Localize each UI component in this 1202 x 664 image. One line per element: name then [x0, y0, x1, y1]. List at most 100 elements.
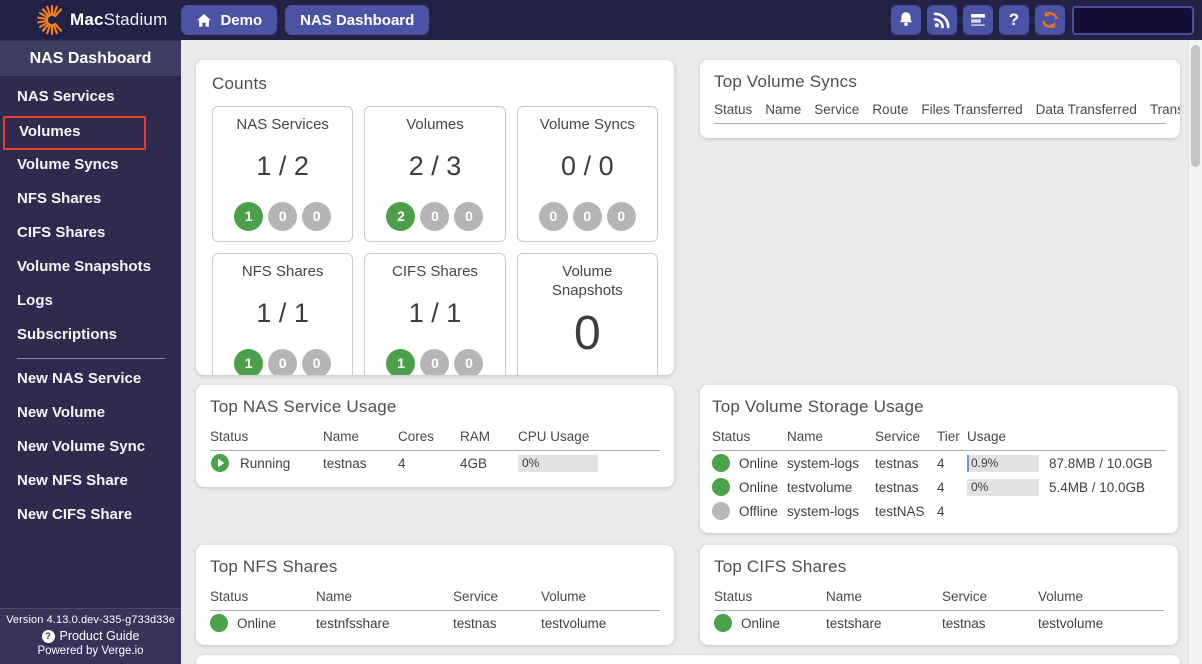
- service-cell: testNAS: [875, 503, 925, 519]
- powered-by-label: Powered by Verge.io: [37, 645, 144, 657]
- macstadium-logo: MacStadium: [36, 3, 167, 37]
- counts-card: Counts NAS Services 1 / 2 1 0 0 Volumes …: [196, 60, 674, 375]
- status-label: Online: [739, 455, 779, 471]
- top-cifs-shares-card: Top CIFS Shares Status Name Service Volu…: [700, 545, 1178, 645]
- name-cell: testnfsshare: [316, 615, 390, 631]
- top-bar: MacStadium Demo NAS Dashboard: [0, 0, 1202, 40]
- search-input[interactable]: [1072, 5, 1194, 35]
- running-play-icon: [211, 454, 229, 472]
- sidebar-item-volumes[interactable]: Volumes: [3, 116, 146, 150]
- top-volume-storage-usage-card: Top Volume Storage Usage Status Name Ser…: [700, 385, 1178, 533]
- column-header-transfer-rate: Transfer Rate: [1149, 102, 1180, 117]
- notifications-button[interactable]: [891, 5, 921, 35]
- tile-label: NFS Shares: [241, 262, 324, 280]
- service-cell: testnas: [875, 455, 919, 471]
- feed-button[interactable]: [927, 5, 957, 35]
- rss-icon: [933, 12, 950, 29]
- home-icon: [197, 13, 212, 27]
- column-header-status: Status: [714, 589, 753, 604]
- sidebar-item-new-nfs-share[interactable]: New NFS Share: [17, 472, 128, 489]
- table-row[interactable]: Online system-logs testnas 4 0.9% 87.8MB…: [712, 451, 1166, 475]
- name-cell: system-logs: [787, 503, 860, 519]
- sidebar: NAS Dashboard NAS Services Volumes Volum…: [0, 40, 181, 664]
- demo-button[interactable]: Demo: [181, 5, 278, 35]
- bell-icon: [900, 12, 912, 27]
- status-badge: 0: [302, 348, 332, 375]
- status-badge: 0: [268, 201, 298, 231]
- column-header-ram: RAM: [460, 429, 490, 444]
- status-dot-online: [712, 454, 730, 472]
- column-header-name: Name: [765, 102, 802, 117]
- refresh-button[interactable]: [1035, 5, 1065, 35]
- status-badge: 0: [268, 348, 298, 375]
- sidebar-item-logs[interactable]: Logs: [17, 292, 53, 309]
- nas-dashboard-button[interactable]: NAS Dashboard: [285, 5, 430, 35]
- column-header-service: Service: [814, 102, 860, 117]
- tile-label: CIFS Shares: [392, 262, 478, 280]
- table-row[interactable]: Online testvolume testnas 4 0% 5.4MB / 1…: [712, 475, 1166, 499]
- status-badge: 2: [386, 201, 416, 231]
- brand-light: Stadium: [103, 10, 168, 29]
- sidebar-item-new-cifs-share[interactable]: New CIFS Share: [17, 506, 133, 523]
- tile-value: 0: [573, 307, 601, 361]
- tasks-button[interactable]: [963, 5, 993, 35]
- sidebar-item-volume-snapshots[interactable]: Volume Snapshots: [17, 258, 151, 275]
- name-cell: system-logs: [787, 455, 860, 471]
- sidebar-item-nas-services[interactable]: NAS Services: [17, 88, 115, 105]
- table-row[interactable]: Online testnfsshare testnas testvolume: [210, 611, 660, 635]
- scrollbar-thumb[interactable]: [1191, 45, 1200, 167]
- sidebar-item-new-nas-service[interactable]: New NAS Service: [17, 370, 142, 387]
- sidebar-item-new-volume[interactable]: New Volume: [17, 404, 106, 421]
- count-tile-volume-syncs[interactable]: Volume Syncs 0 / 0 0 0 0: [516, 106, 658, 242]
- count-tile-cifs-shares[interactable]: CIFS Shares 1 / 1 1 0 0: [364, 252, 506, 375]
- counts-tiles: NAS Services 1 / 2 1 0 0 Volumes 2 / 3 2…: [212, 106, 658, 375]
- column-header-service: Service: [875, 429, 921, 444]
- status-label: Offline: [739, 503, 778, 519]
- status-badge: 0: [454, 201, 484, 231]
- tile-badges: 2 0 0: [369, 201, 500, 231]
- vertical-scrollbar[interactable]: [1188, 40, 1202, 664]
- status-badge: 1: [386, 348, 416, 375]
- sidebar-item-cifs-shares[interactable]: CIFS Shares: [17, 224, 106, 241]
- service-cell: testnas: [875, 479, 919, 495]
- sidebar-item-new-volume-sync[interactable]: New Volume Sync: [17, 438, 146, 455]
- brand-text: MacStadium: [70, 10, 167, 30]
- tile-badges: 1 0 0: [217, 201, 348, 231]
- table-header: Status Name Cores RAM CPU Usage: [210, 429, 660, 451]
- column-header-tier: Tier: [937, 429, 960, 444]
- name-cell: testshare: [826, 615, 882, 631]
- table-row[interactable]: Offline system-logs testNAS 4: [712, 499, 1166, 523]
- table-row[interactable]: Online testshare testnas testvolume: [714, 611, 1164, 635]
- table-header: Status Name Service Volume: [714, 589, 1164, 611]
- count-tile-volume-snapshots[interactable]: Volume Snapshots 0: [516, 252, 658, 375]
- status-dot-online: [714, 614, 732, 632]
- column-header-service: Service: [942, 589, 988, 604]
- top-nfs-shares-card: Top NFS Shares Status Name Service Volum…: [196, 545, 674, 645]
- volume-cell: testvolume: [541, 615, 607, 631]
- column-header-volume: Volume: [541, 589, 587, 604]
- count-tile-volumes[interactable]: Volumes 2 / 3 2 0 0: [364, 106, 506, 242]
- nas-dashboard-button-label: NAS Dashboard: [300, 11, 415, 29]
- sidebar-item-nfs-shares[interactable]: NFS Shares: [17, 190, 102, 207]
- usage-bar: 0%: [967, 478, 1039, 496]
- help-button[interactable]: ?: [999, 5, 1029, 35]
- count-tile-nas-services[interactable]: NAS Services 1 / 2 1 0 0: [212, 106, 354, 242]
- cpu-usage-bar: 0%: [518, 454, 598, 472]
- tile-value: 0 / 0: [561, 150, 614, 181]
- column-header-status: Status: [714, 102, 753, 117]
- count-tile-nfs-shares[interactable]: NFS Shares 1 / 1 1 0 0: [212, 252, 354, 375]
- tile-label: Volume Syncs: [539, 116, 635, 133]
- sidebar-item-volume-syncs[interactable]: Volume Syncs: [17, 156, 119, 173]
- table-row[interactable]: Running testnas 4 4GB 0%: [210, 451, 660, 475]
- column-header-name: Name: [323, 429, 360, 444]
- product-guide-link[interactable]: ? Product Guide: [0, 629, 181, 643]
- tile-value: 2 / 3: [408, 150, 462, 181]
- column-header-data-transferred: Data Transferred: [1035, 102, 1137, 117]
- status-badge: 1: [234, 348, 264, 375]
- help-icon: ?: [1008, 10, 1020, 29]
- status-label: Running: [240, 455, 291, 471]
- product-guide-label: Product Guide: [59, 629, 140, 643]
- tier-cell: 4: [937, 479, 945, 495]
- sidebar-nav: NAS Services Volumes Volume Syncs NFS Sh…: [0, 76, 181, 534]
- sidebar-item-subscriptions[interactable]: Subscriptions: [17, 326, 118, 343]
